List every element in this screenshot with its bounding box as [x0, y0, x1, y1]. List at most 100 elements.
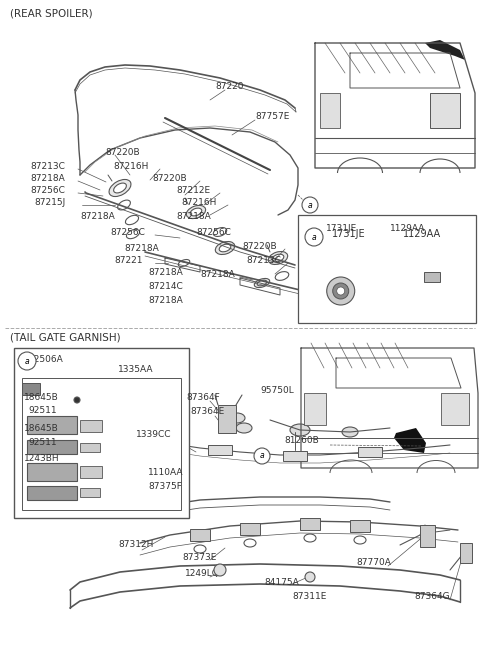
Circle shape [333, 283, 348, 299]
Text: 92511: 92511 [28, 406, 57, 415]
Ellipse shape [272, 254, 284, 262]
Bar [298, 215, 476, 323]
Ellipse shape [186, 205, 205, 219]
Text: 18645B: 18645B [24, 393, 59, 402]
Text: 18645B: 18645B [24, 424, 59, 433]
Bar [218, 405, 236, 433]
Text: (REAR SPOILER): (REAR SPOILER) [10, 8, 93, 18]
Circle shape [327, 277, 355, 305]
Bar [208, 445, 232, 455]
Bar [27, 486, 77, 500]
Circle shape [18, 352, 36, 370]
Bar [420, 525, 435, 547]
Text: 1249LQ: 1249LQ [185, 569, 220, 578]
Circle shape [337, 287, 345, 295]
Text: 1110AA: 1110AA [148, 468, 183, 477]
Bar [441, 393, 469, 425]
Text: a: a [24, 356, 29, 366]
Circle shape [214, 564, 226, 576]
Ellipse shape [125, 215, 139, 225]
Bar [283, 451, 307, 461]
Text: 81260B: 81260B [284, 436, 319, 445]
Ellipse shape [244, 539, 256, 547]
Text: 87373E: 87373E [182, 553, 216, 562]
Text: 87218A: 87218A [30, 174, 65, 183]
Text: 87364G: 87364G [414, 592, 450, 601]
Polygon shape [425, 40, 465, 60]
Bar [22, 383, 40, 395]
Text: 87256C: 87256C [30, 186, 65, 195]
Text: 87216H: 87216H [113, 162, 148, 171]
Text: 87364F: 87364F [186, 393, 220, 402]
Ellipse shape [126, 229, 140, 239]
Text: 87215J: 87215J [34, 198, 65, 207]
Text: 87220B: 87220B [242, 242, 276, 251]
Text: 87218A: 87218A [124, 244, 159, 253]
Text: 92511: 92511 [28, 438, 57, 447]
Text: 87218A: 87218A [200, 270, 235, 279]
Text: 87213C: 87213C [30, 162, 65, 171]
Bar [460, 543, 472, 563]
Bar [240, 523, 260, 535]
Ellipse shape [219, 244, 231, 252]
Text: 1731JE: 1731JE [332, 229, 366, 239]
Bar [80, 443, 100, 452]
Text: 87256C: 87256C [196, 228, 231, 237]
Bar [27, 440, 77, 454]
Bar [80, 420, 102, 432]
Text: 87214C: 87214C [148, 282, 183, 291]
Text: (TAIL GATE GARNISH): (TAIL GATE GARNISH) [10, 333, 120, 343]
Text: 87218A: 87218A [80, 212, 115, 221]
Text: 87364E: 87364E [190, 407, 224, 416]
Ellipse shape [118, 200, 131, 210]
Text: 1335AA: 1335AA [118, 365, 154, 374]
Bar [430, 93, 460, 128]
Bar [80, 488, 100, 497]
Text: 95750L: 95750L [260, 386, 294, 395]
Text: 87375F: 87375F [148, 482, 182, 491]
Bar [358, 447, 382, 457]
Text: 87218A: 87218A [148, 268, 183, 277]
Ellipse shape [109, 179, 131, 197]
Text: 87220: 87220 [215, 82, 243, 91]
Text: 87256C: 87256C [110, 228, 145, 237]
Ellipse shape [254, 278, 270, 287]
Text: 87221: 87221 [114, 256, 143, 265]
Ellipse shape [229, 413, 245, 423]
Bar [14, 348, 189, 518]
Ellipse shape [190, 208, 202, 216]
Text: 87220B: 87220B [152, 174, 187, 183]
Text: 1339CC: 1339CC [136, 430, 171, 439]
Ellipse shape [213, 228, 227, 236]
Text: 87218A: 87218A [148, 296, 183, 305]
Bar [423, 272, 440, 282]
Bar [320, 93, 340, 128]
Ellipse shape [236, 423, 252, 433]
Text: 1243BH: 1243BH [24, 454, 60, 463]
Bar [350, 520, 370, 532]
Circle shape [305, 228, 323, 246]
Text: a: a [308, 201, 312, 210]
Text: 87770A: 87770A [356, 558, 391, 567]
Text: 84175A: 84175A [264, 578, 299, 587]
Circle shape [254, 448, 270, 464]
Ellipse shape [268, 252, 288, 265]
Ellipse shape [257, 280, 267, 286]
Text: 87757E: 87757E [255, 112, 289, 121]
Text: 87311E: 87311E [292, 592, 326, 601]
Ellipse shape [290, 424, 310, 436]
Ellipse shape [342, 427, 358, 437]
Ellipse shape [114, 183, 126, 193]
Text: 1731JE: 1731JE [326, 224, 357, 233]
Text: 87213C: 87213C [246, 256, 281, 265]
Circle shape [305, 572, 315, 582]
Bar [27, 416, 77, 434]
Ellipse shape [216, 241, 235, 254]
Text: 1129AA: 1129AA [390, 224, 425, 233]
Text: 1129AA: 1129AA [403, 229, 441, 239]
Text: 87218A: 87218A [176, 212, 211, 221]
Text: a: a [260, 452, 264, 461]
Circle shape [302, 197, 318, 213]
Ellipse shape [275, 272, 289, 280]
Bar [190, 529, 210, 541]
